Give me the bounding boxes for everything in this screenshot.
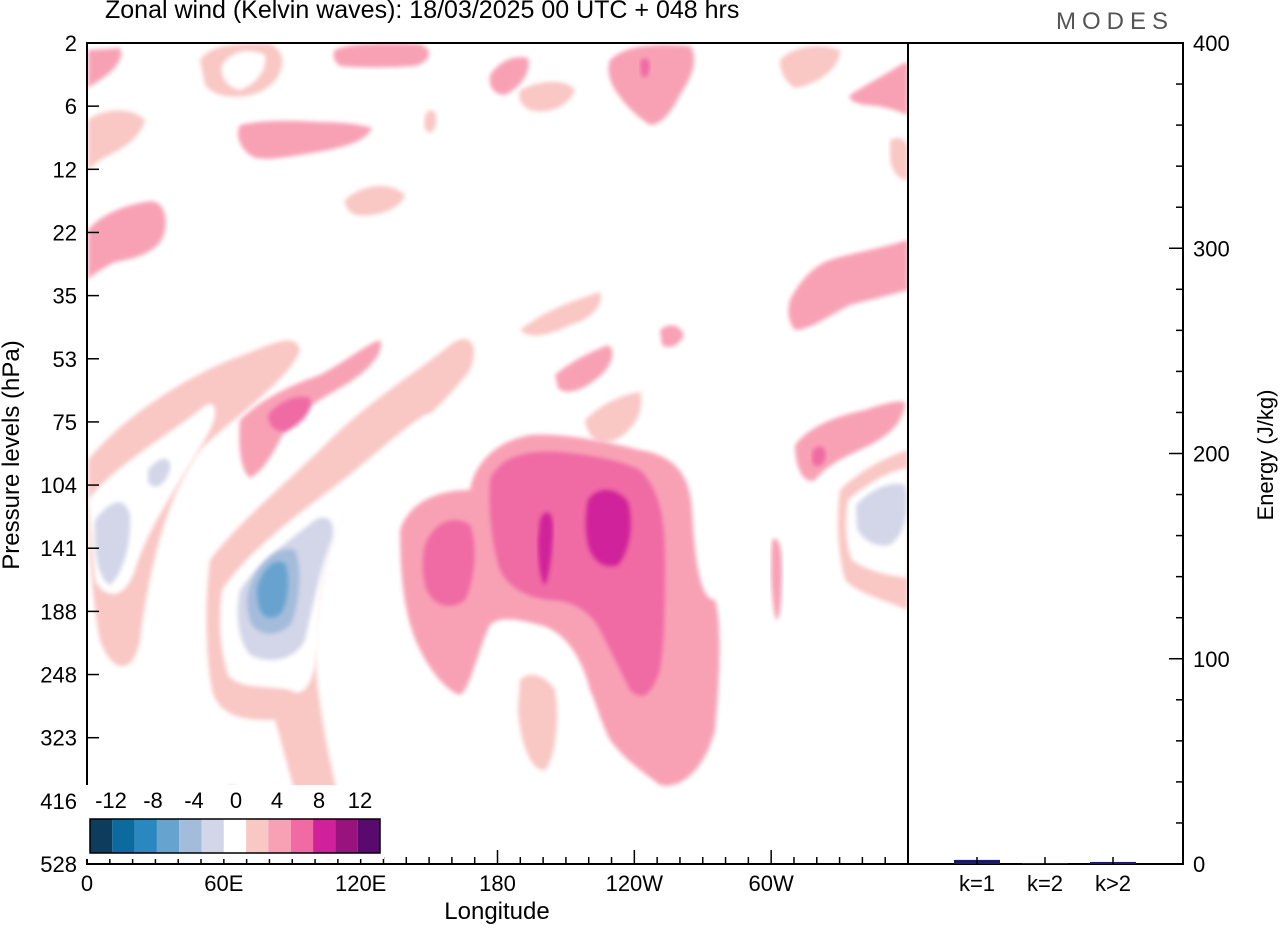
y-tick-label: 528 [40,852,77,877]
energy-tick-label: 200 [1193,442,1230,467]
westerly-region-29 [268,396,311,432]
colorbar-swatch [179,819,202,853]
westerly-region-34 [88,201,166,280]
y-tick-label: 416 [40,789,77,814]
y-tick-label: 6 [65,94,77,119]
westerly-region-30 [788,240,908,330]
y-tick-label: 75 [53,410,77,435]
contour-field [88,43,908,860]
colorbar-swatch [134,819,157,853]
westerly-region-43 [771,538,782,620]
energy-category-label: k=2 [1027,871,1063,896]
y-tick-label: 22 [53,220,77,245]
colorbar-swatch [201,819,224,853]
colorbar-swatch [246,819,269,853]
colorbar-swatch [223,819,247,853]
easterly-region-20 [518,674,557,771]
westerly-region-39 [489,57,529,95]
y-tick-label: 141 [40,536,77,561]
westerly-region-32 [812,446,826,467]
x-axis-label: Longitude [444,898,550,925]
x-tick-label: 60E [204,871,243,896]
colorbar-label: 12 [348,788,372,813]
colorbar-swatch [357,819,380,853]
easterly-region-18 [519,81,575,112]
colorbar-swatch [290,819,314,853]
westerly-region-33 [555,345,613,392]
easterly-region-21 [424,110,437,133]
colorbar-label: -8 [143,788,163,813]
colorbar-label: 8 [313,788,325,813]
easterly-region-22 [890,138,908,180]
y-tick-label: 35 [53,284,77,309]
x-tick-label: 60W [749,871,794,896]
colorbar-frame [89,818,381,854]
colorbar-swatch [313,819,336,853]
westerly-region-27 [538,512,553,585]
y-tick-label: 53 [53,347,77,372]
westerly-region-38 [640,58,650,78]
westerly-region-36 [333,43,430,68]
y-tick-label: 2 [65,31,77,56]
easterly-region-14 [88,110,145,170]
colorbar-swatch [112,819,135,853]
modes-logo: MODES [1056,8,1175,35]
colorbar-swatch [268,819,291,853]
westerly-region-37 [608,44,695,125]
energy-tick-label: 300 [1193,236,1230,261]
colorbar-swatch [156,819,180,853]
westerly-region-26 [585,490,631,567]
colorbar-label: -12 [95,788,127,813]
chart-title: Zonal wind (Kelvin waves): 18/03/2025 00… [105,0,740,24]
y-tick-label: 12 [53,157,77,182]
easterly-region-16 [221,51,266,90]
energy-category-label: k=1 [959,871,995,896]
x-tick-label: 0 [81,871,93,896]
colorbar-label: 4 [271,788,283,813]
easterly-region-19 [344,185,405,216]
easterly-region-12 [520,292,601,336]
easterly-region-17 [780,46,840,88]
colorbar-label: 0 [230,788,242,813]
energy-tick-label: 400 [1193,31,1230,56]
easterly-region-0 [88,340,300,667]
easterly-region-3 [148,458,171,487]
westerly-region-35 [238,120,372,159]
y-tick-label: 248 [40,663,77,688]
colorbar-swatch [90,819,113,853]
y-tick-label: 323 [40,726,77,751]
colorbar: -12 -8 -4 0 4 8 12 [86,785,384,859]
westerly-region-28 [239,340,381,478]
x-tick-label: 120E [335,871,386,896]
energy-category-label: k>2 [1095,871,1131,896]
westerly-region-24 [422,520,475,606]
energy-axis-label: Energy (J/kg) [1253,389,1278,521]
x-tick-label: 180 [479,871,516,896]
westerly-region-40 [849,62,908,115]
westerly-region-42 [660,325,684,347]
energy-tick-label: 0 [1193,852,1205,877]
x-tick-label: 120W [606,871,664,896]
energy-panel: 0 100 200 300 400 k=1 k=2 k>2 [954,31,1230,896]
colorbar-swatch [335,819,358,853]
axes: 0 60E 120E 180 120W 60W 2 6 12 22 35 53 75 104 141 188 2… [40,31,1184,896]
energy-tick-label: 100 [1193,647,1230,672]
colorbar-label: -4 [184,788,204,813]
easterly-region-2 [94,502,131,585]
easterly-region-8 [256,561,289,618]
y-tick-label: 188 [40,599,77,624]
westerly-region-25 [489,451,665,696]
y-tick-label: 104 [40,473,77,498]
westerly-region-41 [88,48,122,88]
easterly-region-11 [856,483,907,546]
easterly-region-13 [585,392,642,443]
y-axis-label: Pressure levels (hPa) [0,340,25,570]
